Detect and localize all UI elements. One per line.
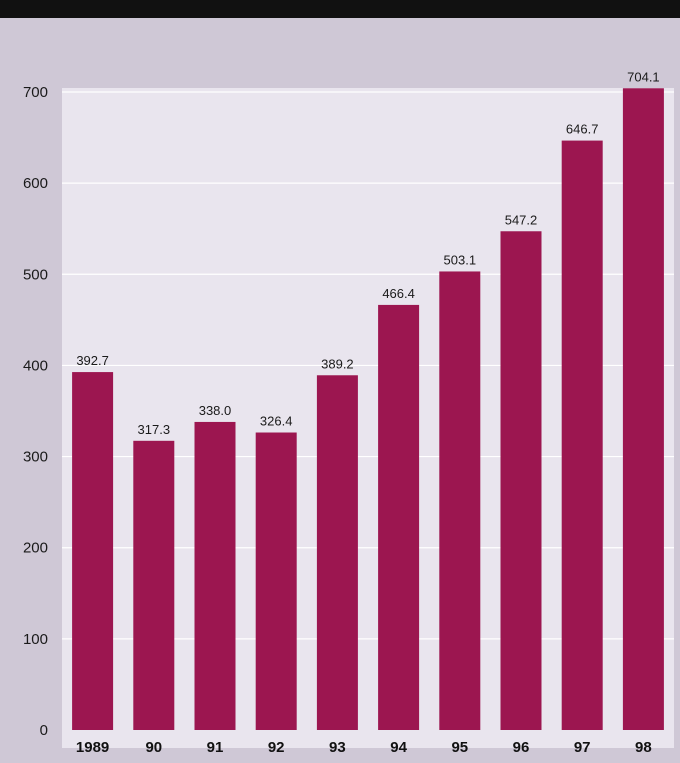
x-tick-label: 97 [574, 739, 591, 756]
x-tick-label: 90 [145, 739, 162, 756]
y-tick-label: 600 [23, 175, 48, 192]
bar [133, 440, 175, 730]
y-tick-label: 200 [23, 540, 48, 557]
data-label: 646.7 [566, 122, 599, 137]
bar [500, 231, 542, 730]
y-tick-label: 100 [23, 631, 48, 648]
x-tick-label: 93 [329, 739, 346, 756]
data-label: 317.3 [138, 422, 171, 437]
bar [194, 421, 236, 730]
data-label: 503.1 [444, 252, 477, 267]
x-tick-label: 92 [268, 739, 285, 756]
x-tick-label: 1989 [76, 739, 109, 756]
data-label: 704.1 [627, 69, 660, 84]
bar [622, 88, 664, 731]
data-label: 547.2 [505, 212, 538, 227]
bar [255, 432, 297, 730]
y-tick-label: 500 [23, 266, 48, 283]
x-tick-label: 96 [513, 739, 530, 756]
y-tick-label: 300 [23, 449, 48, 466]
bars [72, 88, 664, 731]
y-tick-label: 700 [23, 84, 48, 101]
data-label: 326.4 [260, 414, 293, 429]
x-axis-tick-labels: 1989 90 91 92 93 94 95 96 97 98 [76, 739, 652, 756]
y-tick-label: 0 [40, 722, 48, 739]
x-tick-label: 98 [635, 739, 652, 756]
y-tick-label: 400 [23, 357, 48, 374]
x-tick-label: 95 [451, 739, 468, 756]
x-tick-label: 94 [390, 739, 407, 756]
x-tick-label: 91 [207, 739, 224, 756]
data-label: 466.4 [382, 286, 415, 301]
data-label: 389.2 [321, 356, 354, 371]
data-label: 338.0 [199, 403, 232, 418]
data-labels: 392.7 317.3 338.0 326.4 389.2 466.4 503.1 547.2… [76, 69, 659, 437]
bar [439, 271, 481, 730]
bar [378, 304, 420, 730]
bar [72, 372, 114, 730]
bar [561, 140, 603, 730]
y-axis-tick-labels: 0 100 200 300 400 500 600 700 [23, 84, 48, 739]
bar [316, 375, 358, 730]
data-label: 392.7 [76, 353, 109, 368]
